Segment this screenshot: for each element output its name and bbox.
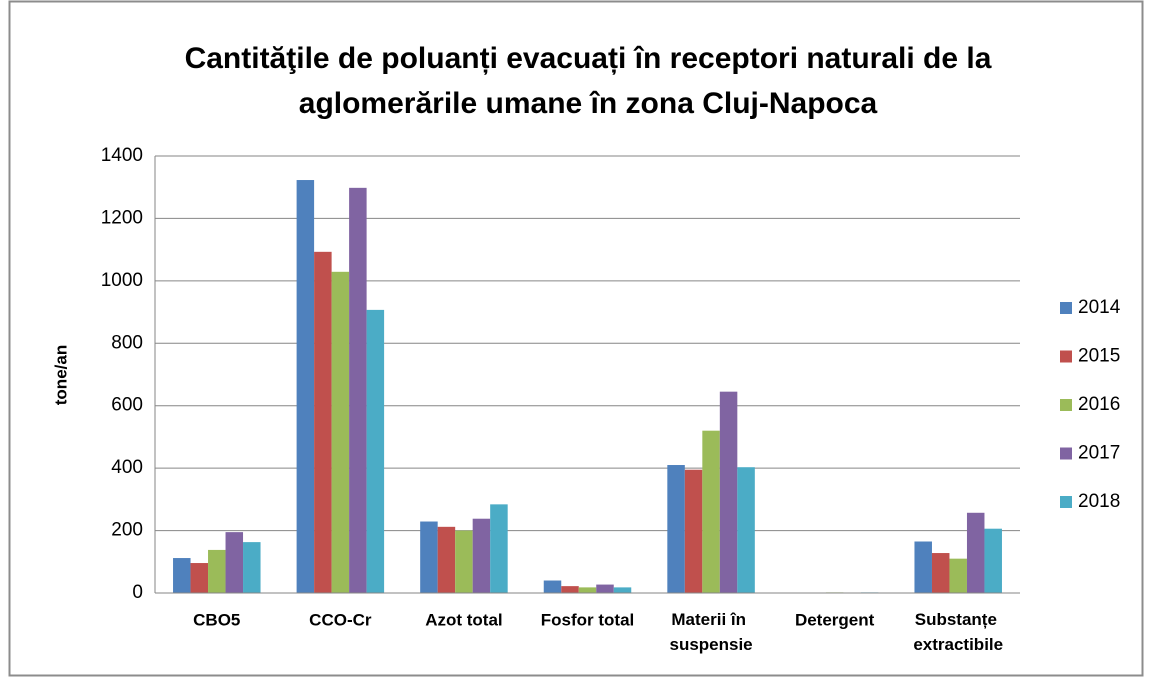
bar [366, 309, 385, 593]
y-tick-label: 1000 [101, 270, 143, 291]
bar [490, 504, 508, 593]
bar [349, 187, 367, 594]
bar [561, 586, 579, 593]
legend-swatch [1060, 302, 1072, 314]
bar [719, 391, 738, 593]
bar [208, 549, 226, 593]
y-axis-title: tone/an [51, 345, 70, 405]
x-tick-label: Substanțe extractibile [913, 610, 1003, 654]
legend-label: 2016 [1078, 394, 1120, 415]
x-tick-label: Fosfor total [541, 610, 635, 629]
bar [949, 558, 967, 593]
legend-label: 2015 [1078, 346, 1120, 367]
bar [667, 465, 685, 593]
bar [420, 521, 438, 593]
bar [931, 553, 950, 593]
bar [243, 542, 261, 593]
bar [702, 430, 720, 593]
bar [296, 180, 315, 593]
bar [455, 530, 473, 593]
y-tick-label: 1400 [101, 145, 143, 166]
y-tick-label: 800 [111, 332, 143, 353]
bar [331, 271, 350, 593]
bar [472, 518, 491, 593]
x-tick-label: Detergent [795, 610, 875, 629]
chart-title: aglomerările umane în zona Cluj-Napoca [299, 87, 878, 120]
y-tick-label: 200 [111, 520, 143, 541]
legend-swatch [1060, 447, 1072, 460]
bar [437, 526, 456, 593]
legend-swatch [1060, 350, 1072, 363]
legend-swatch [1060, 496, 1072, 508]
bar [543, 580, 562, 593]
bar [914, 541, 932, 593]
legend-label: 2017 [1078, 443, 1120, 464]
bar [596, 584, 614, 593]
y-tick-label: 400 [111, 457, 143, 478]
legend-label: 2014 [1078, 297, 1121, 318]
bar [173, 558, 191, 593]
bar [984, 528, 1002, 593]
bar [966, 512, 985, 593]
y-tick-label: 600 [111, 395, 143, 416]
bar [737, 467, 755, 593]
y-tick-label: 1200 [101, 207, 143, 228]
legend-swatch [1060, 399, 1072, 411]
bar [314, 251, 332, 593]
x-tick-label: CBO5 [193, 610, 240, 629]
bar [613, 587, 632, 593]
x-tick-label: Azot total [425, 610, 502, 629]
legend-label: 2018 [1078, 491, 1120, 512]
bar [684, 469, 703, 593]
bar [190, 563, 209, 593]
bar [225, 532, 244, 593]
x-tick-label: Materii în suspensie [669, 610, 752, 654]
x-tick-label: CCO-Cr [309, 610, 372, 629]
bar [578, 587, 597, 593]
y-tick-label: 0 [132, 582, 143, 603]
chart-title: Cantităţile de poluanți evacuați în rece… [185, 42, 992, 75]
